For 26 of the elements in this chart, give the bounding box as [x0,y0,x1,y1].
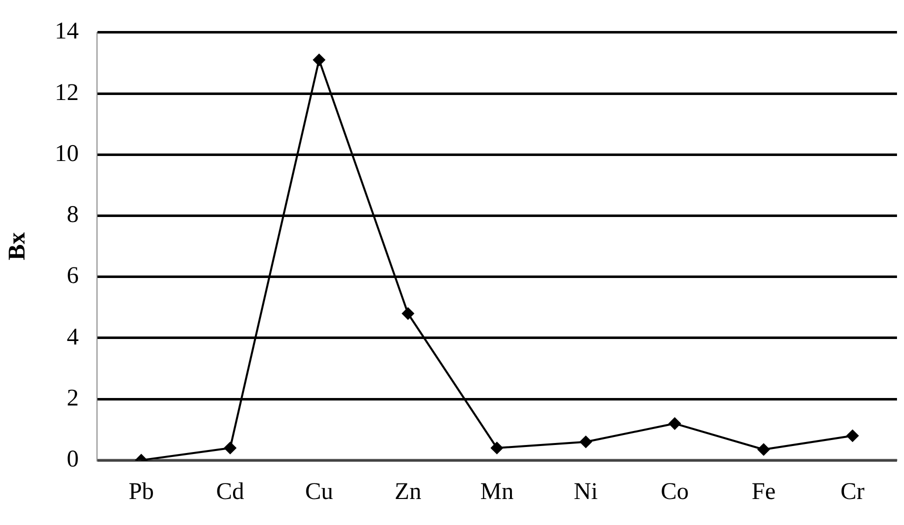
x-tick-label: Cr [840,478,865,505]
x-tick-label: Cu [305,478,334,505]
y-tick-label: 14 [54,18,79,45]
x-tick-label: Ni [574,478,598,505]
y-tick-label: 8 [66,202,79,228]
x-tick-label: Pb [128,478,154,505]
point [580,436,592,448]
x-tick-label: Cd [216,478,244,505]
x-tick-label: Zn [394,478,422,505]
point [313,54,326,66]
y-axis-title: Bx [4,232,31,260]
point [846,430,859,442]
point [758,444,770,456]
x-tick-label: Co [660,478,689,505]
y-tick-label: 12 [54,80,79,106]
point [402,308,414,320]
y-tick-label: 10 [54,140,79,167]
y-tick-label: 2 [66,385,79,412]
x-tick-label: Mn [480,478,514,505]
y-tick-label: 6 [66,263,79,290]
x-tick-label: Fe [752,478,776,505]
point [224,442,236,454]
y-tick-label: 4 [66,324,79,350]
point [490,442,503,454]
y-tick-label: 0 [66,446,79,472]
point [668,418,681,430]
